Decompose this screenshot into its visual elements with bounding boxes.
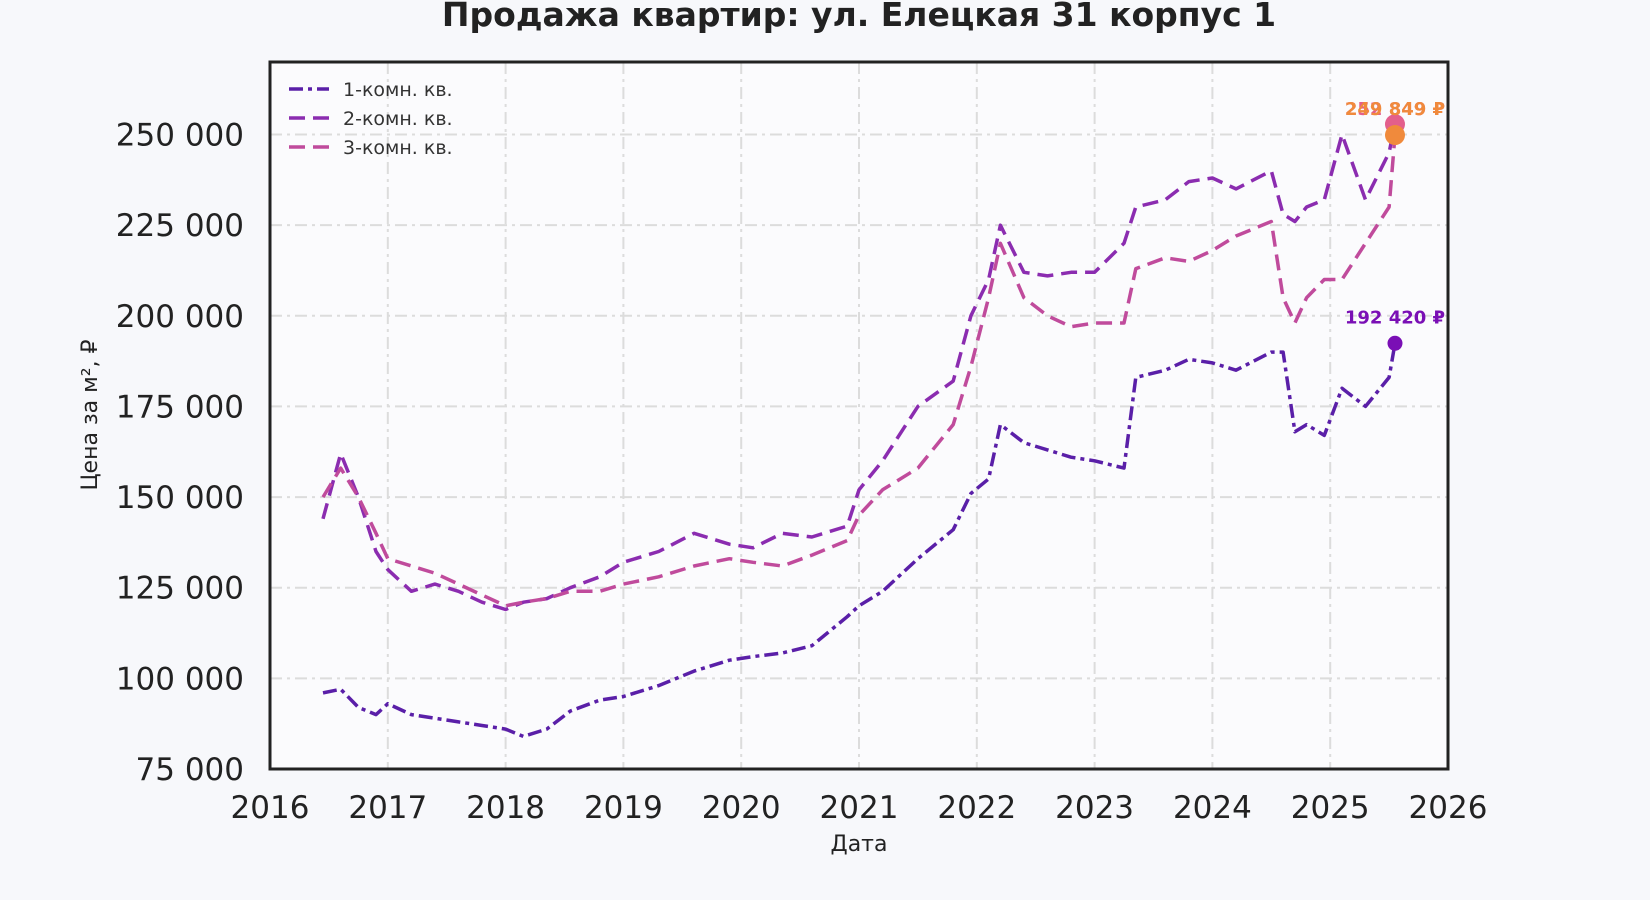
series-layer	[321, 123, 1397, 739]
end-markers: 192 420 ₽ 252 849 ₽249 849 ₽	[1345, 99, 1445, 351]
x-tick-label: 2024	[1173, 790, 1252, 826]
end-marker-1	[1387, 335, 1403, 351]
x-tick-label: 2023	[1055, 790, 1134, 826]
x-tick-label: 2017	[348, 790, 427, 826]
y-tick-label: 175 000	[116, 389, 244, 425]
y-tick-label: 250 000	[116, 118, 244, 154]
y-tick-label: 225 000	[116, 208, 244, 244]
y-tick-label: 150 000	[116, 480, 244, 516]
plot-frame	[268, 60, 1450, 771]
end-value-label-3: 249 849 ₽	[1345, 99, 1445, 120]
end-marker-3	[1384, 125, 1405, 146]
x-axis-label: Дата	[831, 832, 888, 857]
legend-label-3: 3-комн. кв.	[343, 137, 453, 159]
x-tick-label: 2025	[1291, 790, 1370, 826]
end-value-label-1: 192 420 ₽	[1345, 307, 1445, 328]
x-tick-labels: 2016 2017 2018 2019 2020 2021 2022 2023 2024 2025…	[231, 790, 1488, 826]
series-line-1	[322, 343, 1397, 739]
x-tick-label: 2021	[820, 790, 899, 826]
x-tick-label: 2016	[231, 790, 310, 826]
x-tick-label: 2020	[702, 790, 781, 826]
legend: 1-комн. кв. 2-комн. кв. 3-комн. кв.	[289, 79, 453, 159]
x-tick-label: 2018	[466, 790, 545, 826]
y-tick-label: 100 000	[116, 661, 244, 697]
series-line-3	[321, 134, 1397, 608]
y-tick-label: 200 000	[116, 299, 244, 335]
x-tick-label: 2022	[937, 790, 1016, 826]
chart-title: Продажа квартир: ул. Елецкая 31 корпус 1	[442, 0, 1276, 34]
y-axis-label: Цена за м², ₽	[78, 339, 103, 490]
legend-label-2: 2-комн. кв.	[343, 108, 453, 130]
y-tick-label: 75 000	[136, 752, 244, 788]
x-tick-label: 2026	[1409, 790, 1488, 826]
y-tick-label: 125 000	[116, 571, 244, 607]
series-line-2	[321, 123, 1397, 612]
y-tick-labels: 75 000 100 000 125 000 150 000 175 000 200 00…	[116, 118, 244, 788]
x-tick-label: 2019	[584, 790, 663, 826]
end-value-label-2: 252 849 ₽	[1345, 99, 1445, 120]
legend-label-1: 1-комн. кв.	[343, 79, 453, 101]
